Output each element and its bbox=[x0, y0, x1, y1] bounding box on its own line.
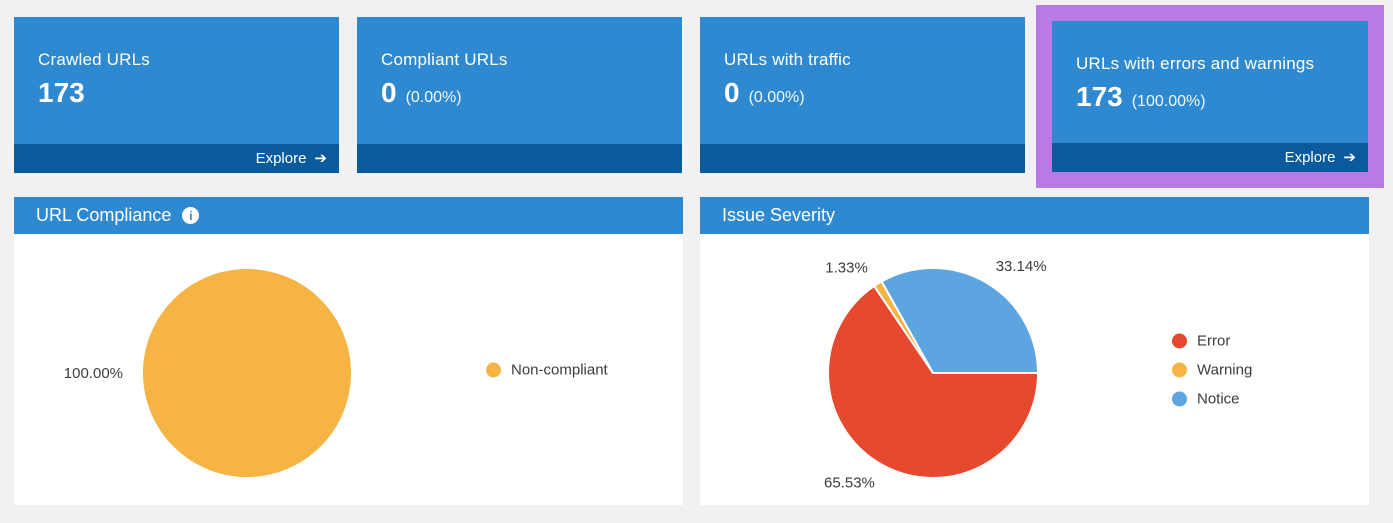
card-body: Crawled URLs 173 bbox=[14, 17, 339, 144]
legend-label: Notice bbox=[1197, 390, 1240, 407]
pie-label-non-compliant: 100.00% bbox=[64, 365, 123, 382]
card-percent: (0.00%) bbox=[405, 89, 462, 106]
issue-severity-pie-chart: 65.53% 1.33% 33.14% bbox=[824, 258, 1047, 492]
panel-issue-severity: Issue Severity 65.53% 1.33% 33.14% Error Wa… bbox=[700, 197, 1369, 505]
legend-item-notice[interactable]: Notice bbox=[1172, 390, 1252, 407]
url-compliance-chart-area: 100.00% Non-compliant bbox=[14, 234, 683, 505]
pie-slice-notice[interactable] bbox=[880, 267, 1039, 374]
card-value: 0 bbox=[724, 77, 740, 108]
legend-dot-error bbox=[1172, 333, 1187, 348]
card-title: Crawled URLs bbox=[38, 50, 150, 69]
pie-label-warning: 1.33% bbox=[825, 260, 868, 277]
legend-item-warning[interactable]: Warning bbox=[1172, 361, 1252, 378]
explore-label: Explore bbox=[255, 150, 307, 167]
card-urls-errors-warnings[interactable]: URLs with errors and warnings 173 (100.0… bbox=[1052, 21, 1368, 172]
card-body: Compliant URLs 0 (0.00%) bbox=[357, 17, 682, 144]
card-percent: (100.00%) bbox=[1131, 93, 1206, 110]
url-compliance-legend: Non-compliant bbox=[486, 361, 608, 378]
card-title: URLs with errors and warnings bbox=[1076, 54, 1315, 73]
legend-item-non-compliant[interactable]: Non-compliant bbox=[486, 361, 608, 378]
panel-title: URL Compliance bbox=[36, 205, 172, 225]
explore-button[interactable]: Explore ➔ bbox=[1052, 143, 1368, 172]
issue-severity-chart-area: 65.53% 1.33% 33.14% Error Warning Notice bbox=[700, 234, 1369, 505]
panel-header: Issue Severity bbox=[700, 197, 1369, 234]
pie-slice-non-compliant[interactable] bbox=[141, 267, 353, 479]
card-title: URLs with traffic bbox=[724, 50, 851, 69]
legend-item-error[interactable]: Error bbox=[1172, 332, 1252, 349]
panel-header: URL Compliance i bbox=[14, 197, 683, 234]
pie-label-error: 65.53% bbox=[824, 475, 875, 492]
card-body: URLs with traffic 0 (0.00%) bbox=[700, 17, 1025, 144]
card-title: Compliant URLs bbox=[381, 50, 508, 69]
arrow-right-icon: ➔ bbox=[314, 150, 327, 167]
arrow-right-icon: ➔ bbox=[1343, 149, 1356, 166]
panel-title: Issue Severity bbox=[722, 205, 836, 225]
card-value: 173 bbox=[1076, 81, 1123, 112]
highlight-border: URLs with errors and warnings 173 (100.0… bbox=[1036, 5, 1384, 188]
legend-dot-non-compliant bbox=[486, 362, 501, 377]
card-value: 173 bbox=[38, 77, 85, 108]
pie-label-notice: 33.14% bbox=[996, 258, 1047, 275]
card-body: URLs with errors and warnings 173 (100.0… bbox=[1052, 21, 1368, 143]
card-footer-bar bbox=[357, 144, 682, 173]
legend-label: Non-compliant bbox=[511, 361, 608, 378]
card-footer-bar bbox=[700, 144, 1025, 173]
info-icon[interactable]: i bbox=[182, 207, 200, 224]
legend-label: Warning bbox=[1197, 361, 1253, 378]
legend-dot-warning bbox=[1172, 362, 1187, 377]
url-compliance-pie-chart: 100.00% bbox=[64, 267, 353, 479]
card-percent: (0.00%) bbox=[748, 89, 805, 106]
card-urls-with-traffic[interactable]: URLs with traffic 0 (0.00%) bbox=[700, 17, 1025, 173]
issue-severity-legend: Error Warning Notice bbox=[1172, 332, 1252, 407]
card-compliant-urls[interactable]: Compliant URLs 0 (0.00%) bbox=[357, 17, 682, 173]
explore-label: Explore bbox=[1284, 149, 1336, 166]
explore-button[interactable]: Explore ➔ bbox=[14, 144, 339, 173]
legend-label: Error bbox=[1197, 332, 1231, 349]
legend-dot-notice bbox=[1172, 391, 1187, 406]
pie-slice-error[interactable] bbox=[827, 285, 1039, 479]
card-crawled-urls[interactable]: Crawled URLs 173 Explore ➔ bbox=[14, 17, 339, 173]
panel-url-compliance: URL Compliance i 100.00% Non-compliant bbox=[14, 197, 683, 505]
card-value: 0 bbox=[381, 77, 397, 108]
